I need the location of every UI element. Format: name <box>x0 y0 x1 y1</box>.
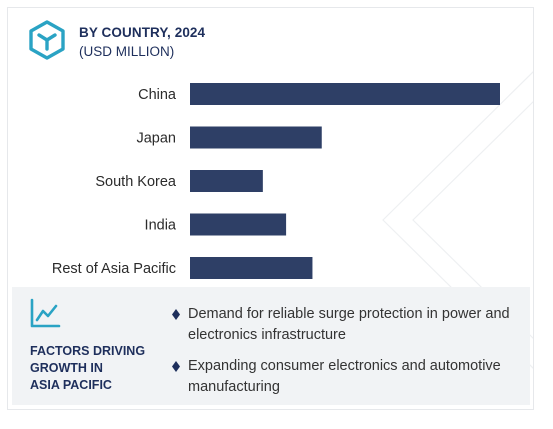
category-label: China <box>138 87 177 103</box>
category-label: South Korea <box>95 174 177 190</box>
bar <box>190 170 263 192</box>
factors-title-line: ASIA PACIFIC <box>30 378 112 392</box>
factors-title: FACTORS DRIVING GROWTH IN ASIA PACIFIC <box>30 343 160 394</box>
bar <box>190 83 500 105</box>
factor-item: Expanding consumer electronics and autom… <box>170 356 520 398</box>
hexagon-cube-icon <box>29 20 65 60</box>
factors-list: Demand for reliable surge protection in … <box>170 304 520 408</box>
category-label: India <box>145 218 177 234</box>
bar <box>190 257 313 279</box>
factor-text: Expanding consumer electronics and autom… <box>188 358 501 395</box>
line-chart-icon <box>30 298 61 328</box>
bar <box>190 213 287 236</box>
factor-item: Demand for reliable surge protection in … <box>170 304 520 346</box>
factors-title-line: GROWTH IN <box>30 361 103 375</box>
bar <box>190 126 322 149</box>
category-label: Rest of Asia Pacific <box>52 261 176 277</box>
diamond-icon <box>172 361 180 372</box>
factor-text: Demand for reliable surge protection in … <box>188 306 510 343</box>
diamond-icon <box>172 309 180 320</box>
category-label: Japan <box>136 131 176 147</box>
growth-factors-panel: FACTORS DRIVING GROWTH IN ASIA PACIFIC D… <box>12 287 530 405</box>
chart-title: BY COUNTRY, 2024 <box>79 25 206 40</box>
chart-subtitle: (USD MILLION) <box>79 44 175 59</box>
bar-chart: China Japan South Korea India Rest of Asia P… <box>52 83 500 279</box>
factors-title-line: FACTORS DRIVING <box>30 344 146 358</box>
chart-card: BY COUNTRY, 2024 (USD MILLION) China Japa… <box>7 7 534 410</box>
